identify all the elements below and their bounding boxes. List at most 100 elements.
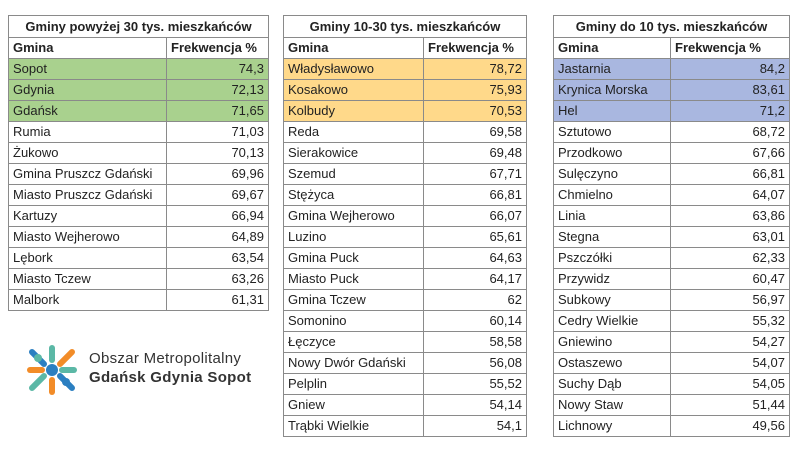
turnout-value: 55,52 xyxy=(423,373,527,395)
municipality-name: Pelplin xyxy=(283,373,424,395)
table-row: Lębork 63,54 xyxy=(8,247,269,269)
municipality-name: Krynica Morska xyxy=(553,79,671,101)
turnout-value: 67,71 xyxy=(423,163,527,185)
turnout-value: 71,03 xyxy=(166,121,269,143)
table-row: Sopot 74,3 xyxy=(8,58,269,80)
turnout-value: 70,53 xyxy=(423,100,527,122)
logo-line-2: Gdańsk Gdynia Sopot xyxy=(89,369,252,386)
turnout-value: 64,17 xyxy=(423,268,527,290)
municipality-name: Miasto Pruszcz Gdański xyxy=(8,184,167,206)
table-title: Gminy powyżej 30 tys. mieszkańców xyxy=(8,15,269,38)
table-row: Żukowo 70,13 xyxy=(8,142,269,164)
turnout-value: 69,96 xyxy=(166,163,269,185)
turnout-value: 49,56 xyxy=(670,415,790,437)
municipality-name: Miasto Puck xyxy=(283,268,424,290)
municipality-name: Żukowo xyxy=(8,142,167,164)
turnout-value: 60,14 xyxy=(423,310,527,332)
municipality-name: Kosakowo xyxy=(283,79,424,101)
table-row: Kosakowo 75,93 xyxy=(283,79,527,101)
turnout-value: 62 xyxy=(423,289,527,311)
municipality-name: Miasto Tczew xyxy=(8,268,167,290)
turnout-value: 56,97 xyxy=(670,289,790,311)
municipality-name: Rumia xyxy=(8,121,167,143)
municipality-name: Łęczyce xyxy=(283,331,424,353)
municipality-name: Szemud xyxy=(283,163,424,185)
table-row: Miasto Puck 64,17 xyxy=(283,268,527,290)
column-header-name: Gmina xyxy=(8,37,167,59)
table-row: Nowy Staw 51,44 xyxy=(553,394,790,416)
turnout-value: 69,58 xyxy=(423,121,527,143)
column-header-name: Gmina xyxy=(553,37,671,59)
municipality-name: Kartuzy xyxy=(8,205,167,227)
turnout-value: 54,14 xyxy=(423,394,527,416)
municipality-name: Cedry Wielkie xyxy=(553,310,671,332)
table-row: Szemud 67,71 xyxy=(283,163,527,185)
table-row: Malbork 61,31 xyxy=(8,289,269,311)
table-row: Lichnowy 49,56 xyxy=(553,415,790,437)
turnout-value: 71,2 xyxy=(670,100,790,122)
table-row: Linia 63,86 xyxy=(553,205,790,227)
municipality-name: Gniew xyxy=(283,394,424,416)
table-row: Pelplin 55,52 xyxy=(283,373,527,395)
turnout-value: 67,66 xyxy=(670,142,790,164)
turnout-value: 64,63 xyxy=(423,247,527,269)
municipality-name: Chmielno xyxy=(553,184,671,206)
turnout-value: 78,72 xyxy=(423,58,527,80)
table-row: Przodkowo 67,66 xyxy=(553,142,790,164)
table-row: Kolbudy 70,53 xyxy=(283,100,527,122)
table-row: Ostaszewo 54,07 xyxy=(553,352,790,374)
municipality-name: Kolbudy xyxy=(283,100,424,122)
municipality-name: Gdańsk xyxy=(8,100,167,122)
turnout-value: 60,47 xyxy=(670,268,790,290)
column-header-value: Frekwencja % xyxy=(166,37,269,59)
turnout-value: 66,07 xyxy=(423,205,527,227)
municipality-name: Stegna xyxy=(553,226,671,248)
table-medium-municipalities: Gminy 10-30 tys. mieszkańców Gmina Frekw… xyxy=(283,15,527,437)
turnout-value: 66,81 xyxy=(423,184,527,206)
turnout-value: 63,01 xyxy=(670,226,790,248)
column-header-name: Gmina xyxy=(283,37,424,59)
table-row: Gmina Puck 64,63 xyxy=(283,247,527,269)
municipality-name: Miasto Wejherowo xyxy=(8,226,167,248)
municipality-name: Somonino xyxy=(283,310,424,332)
table-row: Sierakowice 69,48 xyxy=(283,142,527,164)
municipality-name: Sulęczyno xyxy=(553,163,671,185)
municipality-name: Hel xyxy=(553,100,671,122)
table-row: Miasto Wejherowo 64,89 xyxy=(8,226,269,248)
turnout-value: 66,94 xyxy=(166,205,269,227)
municipality-name: Gmina Puck xyxy=(283,247,424,269)
turnout-value: 54,27 xyxy=(670,331,790,353)
turnout-value: 74,3 xyxy=(166,58,269,80)
turnout-value: 61,31 xyxy=(166,289,269,311)
table-row: Trąbki Wielkie 54,1 xyxy=(283,415,527,437)
table-row: Gmina Wejherowo 66,07 xyxy=(283,205,527,227)
table-small-municipalities: Gminy do 10 tys. mieszkańców Gmina Frekw… xyxy=(553,15,790,437)
column-header-value: Frekwencja % xyxy=(423,37,527,59)
table-row: Jastarnia 84,2 xyxy=(553,58,790,80)
turnout-value: 62,33 xyxy=(670,247,790,269)
turnout-value: 54,1 xyxy=(423,415,527,437)
table-row: Reda 69,58 xyxy=(283,121,527,143)
municipality-name: Jastarnia xyxy=(553,58,671,80)
table-row: Kartuzy 66,94 xyxy=(8,205,269,227)
table-row: Przywidz 60,47 xyxy=(553,268,790,290)
turnout-value: 56,08 xyxy=(423,352,527,374)
turnout-value: 54,05 xyxy=(670,373,790,395)
table-row: Sztutowo 68,72 xyxy=(553,121,790,143)
turnout-value: 70,13 xyxy=(166,142,269,164)
table-row: Rumia 71,03 xyxy=(8,121,269,143)
municipality-name: Reda xyxy=(283,121,424,143)
municipality-name: Pszczółki xyxy=(553,247,671,269)
table-row: Chmielno 64,07 xyxy=(553,184,790,206)
logo-line-1: Obszar Metropolitalny xyxy=(89,350,242,367)
municipality-name: Gdynia xyxy=(8,79,167,101)
table-row: Stegna 63,01 xyxy=(553,226,790,248)
metropolitan-area-logo-icon xyxy=(27,345,77,395)
municipality-name: Gmina Wejherowo xyxy=(283,205,424,227)
municipality-name: Luzino xyxy=(283,226,424,248)
table-row: Gmina Pruszcz Gdański 69,96 xyxy=(8,163,269,185)
municipality-name: Malbork xyxy=(8,289,167,311)
table-row: Pszczółki 62,33 xyxy=(553,247,790,269)
municipality-name: Ostaszewo xyxy=(553,352,671,374)
municipality-name: Przywidz xyxy=(553,268,671,290)
